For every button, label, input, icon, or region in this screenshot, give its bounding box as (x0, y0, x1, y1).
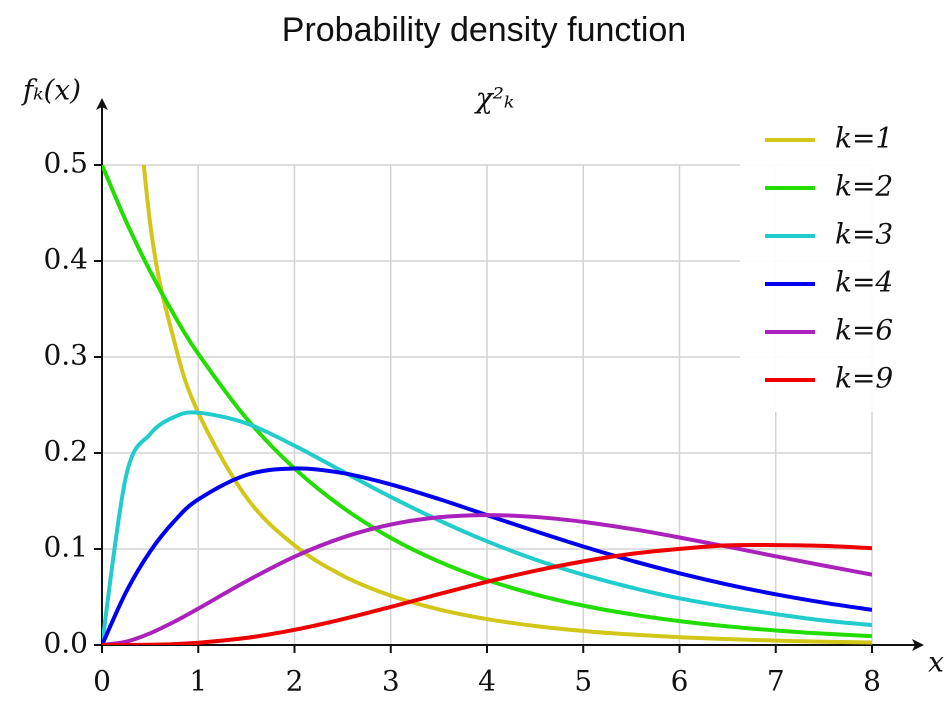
line-series (102, 165, 872, 639)
line-series (102, 410, 872, 645)
x-tick-label: 7 (767, 665, 785, 698)
legend-label: k=9 (835, 362, 893, 395)
y-tick-label: 0.5 (43, 147, 88, 180)
x-tick-label: 3 (382, 665, 400, 698)
x-tick-label: 6 (671, 665, 689, 698)
x-tick-label: 5 (574, 665, 592, 698)
y-axis-label: fₖ(x) (21, 74, 81, 107)
legend-label: k=6 (835, 314, 893, 347)
y-tick-label: 0.0 (43, 627, 88, 660)
legend-label: k=4 (835, 266, 893, 299)
line-series (141, 165, 872, 645)
x-tick-label: 4 (478, 665, 496, 698)
line-series (102, 542, 872, 645)
legend-label: k=1 (835, 122, 893, 155)
x-tick-label: 2 (286, 665, 304, 698)
legend-box (740, 110, 952, 412)
x-axis-label: x (928, 646, 944, 679)
legend-label: k=2 (835, 170, 893, 203)
x-tick-label: 1 (189, 665, 207, 698)
x-tick-label: 8 (863, 665, 881, 698)
y-tick-label: 0.1 (43, 531, 88, 564)
y-tick-label: 0.4 (43, 243, 88, 276)
y-tick-label: 0.2 (43, 435, 88, 468)
line-series (102, 466, 872, 645)
legend-label: k=3 (835, 218, 893, 251)
chart-title: Probability density function (282, 11, 686, 49)
x-tick-label: 0 (93, 665, 111, 698)
y-tick-label: 0.3 (43, 339, 88, 372)
subtitle: χ²ₖ (474, 82, 514, 115)
